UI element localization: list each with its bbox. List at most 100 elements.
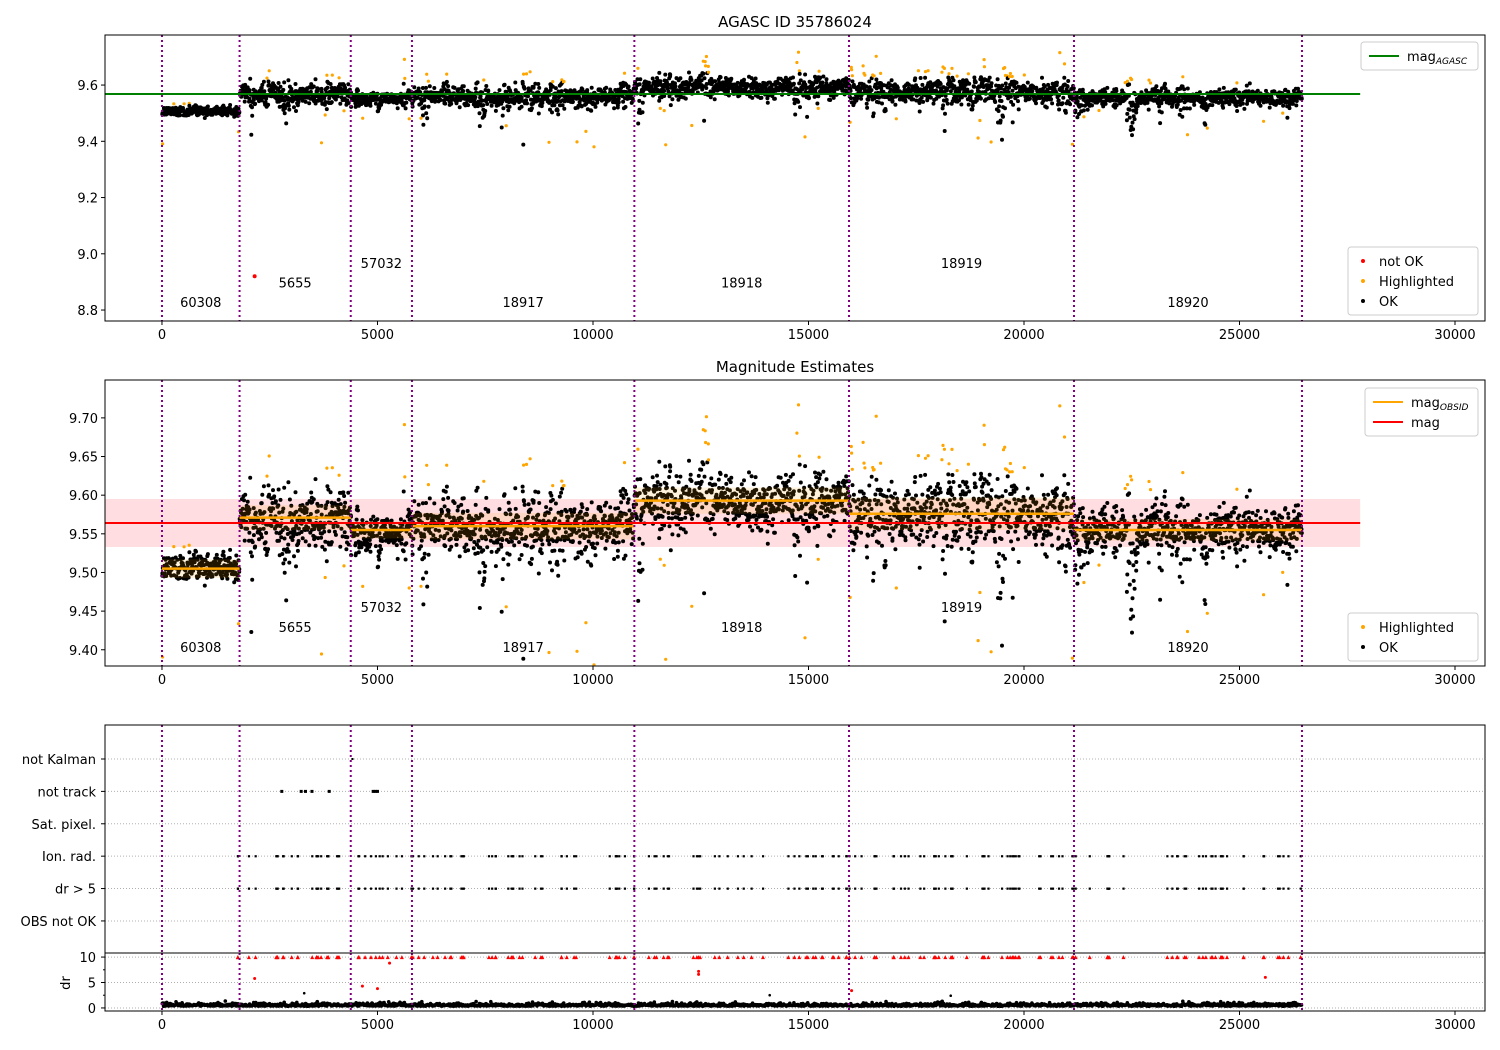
ok-point xyxy=(637,536,642,541)
ok-point xyxy=(945,101,950,106)
ok-point xyxy=(292,554,296,559)
ok-point xyxy=(647,80,651,85)
ok-point xyxy=(401,81,406,86)
ok-point xyxy=(389,518,394,523)
ok-point xyxy=(585,507,590,512)
ok-point xyxy=(422,104,427,109)
ok-point xyxy=(506,540,511,544)
ok-point xyxy=(431,533,436,538)
highlighted-point xyxy=(1010,74,1014,79)
ok-point xyxy=(248,475,253,480)
highlighted-point xyxy=(1008,75,1012,79)
ok-point xyxy=(507,104,512,109)
ok-point xyxy=(1046,82,1051,87)
highlighted-point xyxy=(267,69,271,73)
ok-point xyxy=(772,96,777,101)
ok-point xyxy=(945,86,950,91)
ok-point xyxy=(508,90,513,94)
ok-point xyxy=(564,509,569,514)
legend-marker xyxy=(1361,259,1365,263)
ok-point xyxy=(997,94,1002,99)
ok-point xyxy=(475,485,480,490)
ok-point xyxy=(283,557,287,562)
ok-point xyxy=(570,539,575,544)
ok-point xyxy=(615,548,620,553)
ok-point xyxy=(187,550,192,555)
ok-point xyxy=(484,84,489,88)
ok-point xyxy=(556,112,561,117)
ok-point xyxy=(313,543,318,548)
ok-point xyxy=(327,529,332,534)
highlighted-point xyxy=(325,73,329,77)
ok-point xyxy=(754,81,759,86)
ok-point xyxy=(277,510,282,515)
ok-point xyxy=(533,81,538,86)
ok-point xyxy=(595,541,600,546)
highlighted-point xyxy=(330,73,334,77)
ok-point xyxy=(280,528,285,532)
ok-point xyxy=(673,81,677,86)
ok-point xyxy=(1049,97,1054,102)
ok-point xyxy=(428,531,433,535)
ok-point xyxy=(249,132,254,137)
ok-point xyxy=(368,524,373,528)
ok-point xyxy=(446,495,451,500)
ok-point xyxy=(662,88,667,93)
ok-point xyxy=(432,86,437,90)
ok-point xyxy=(461,84,466,89)
x-tick-label: 5000 xyxy=(361,328,394,343)
ok-point xyxy=(1268,101,1273,106)
ok-point xyxy=(290,538,295,542)
ok-point xyxy=(261,79,266,84)
ok-point xyxy=(259,98,264,103)
ok-point xyxy=(999,99,1004,103)
ok-point xyxy=(552,103,557,108)
ok-point xyxy=(591,541,595,546)
ok-point xyxy=(791,81,796,86)
ok-point xyxy=(1287,106,1292,111)
ok-point xyxy=(604,85,609,90)
ok-point xyxy=(629,542,634,547)
ok-point xyxy=(309,490,314,495)
ok-point xyxy=(616,100,621,105)
ok-point xyxy=(1085,107,1090,112)
ok-point xyxy=(442,533,447,538)
ok-point xyxy=(332,529,337,534)
ok-point xyxy=(1281,103,1286,108)
ok-point xyxy=(729,76,734,81)
ok-point xyxy=(1299,96,1304,101)
ok-point xyxy=(445,531,450,536)
ok-point xyxy=(497,88,502,93)
ok-point xyxy=(657,98,662,103)
ok-point xyxy=(251,97,256,102)
ok-point xyxy=(205,104,210,109)
ok-point xyxy=(931,101,936,106)
ok-point xyxy=(750,95,755,100)
ok-point xyxy=(493,108,498,113)
ok-point xyxy=(352,525,357,530)
ok-point xyxy=(379,547,384,552)
ok-point xyxy=(294,109,298,113)
highlighted-point xyxy=(426,483,430,487)
ok-point xyxy=(333,97,338,102)
obsid-label: 18917 xyxy=(502,296,543,311)
ok-point xyxy=(1114,89,1119,93)
ok-point xyxy=(354,517,359,522)
ok-point xyxy=(1016,84,1021,89)
ok-point xyxy=(625,500,630,505)
ok-point xyxy=(1000,137,1004,142)
ok-point xyxy=(869,88,874,93)
ok-point xyxy=(881,89,886,94)
ok-point xyxy=(627,508,632,513)
ok-point xyxy=(934,96,939,101)
ok-point xyxy=(966,102,971,107)
ok-point xyxy=(352,94,357,99)
ok-point xyxy=(329,540,334,545)
ok-point xyxy=(535,95,540,100)
ok-point xyxy=(893,102,898,107)
ok-point xyxy=(355,504,360,509)
ok-point xyxy=(346,101,351,105)
ok-point xyxy=(1247,81,1252,86)
ok-point xyxy=(526,502,531,507)
ok-point xyxy=(295,548,300,553)
